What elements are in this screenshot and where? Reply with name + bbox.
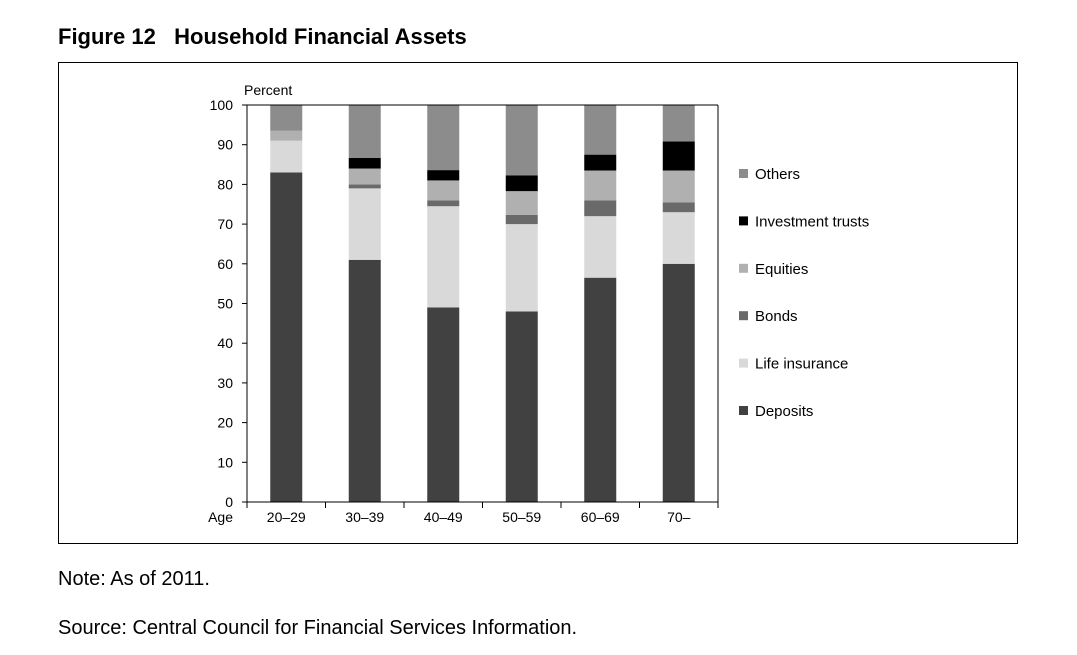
x-tick-label-2: 30–39 bbox=[345, 509, 384, 525]
bar-segment-equities-5 bbox=[584, 170, 617, 201]
bar-segment-life-insurance-3 bbox=[427, 206, 460, 308]
bar-segment-deposits-1 bbox=[270, 172, 303, 502]
bar-segment-investment-trusts-3 bbox=[427, 170, 460, 181]
chart-source: Source: Central Council for Financial Se… bbox=[58, 617, 578, 639]
x-tick-label-6: 70– bbox=[667, 509, 691, 525]
legend-swatch-deposits bbox=[739, 406, 748, 415]
bar-segment-bonds-4 bbox=[505, 214, 538, 225]
bar-segment-deposits-3 bbox=[427, 307, 460, 502]
bar-segment-equities-3 bbox=[427, 180, 460, 201]
chart-frame: 0 10 20 30 40 50 60 70 80 90 100 20–29 30–39 40–49 50–… bbox=[58, 62, 1018, 544]
bar-segment-life-insurance-6 bbox=[662, 212, 695, 264]
bar-segment-life-insurance-4 bbox=[505, 224, 538, 312]
bar-segment-bonds-3 bbox=[427, 200, 460, 207]
y-tick-label-20: 20 bbox=[217, 415, 233, 431]
x-tick-label-1: 20–29 bbox=[267, 509, 306, 525]
y-tick-label-100: 100 bbox=[210, 97, 234, 113]
bar-segment-deposits-2 bbox=[348, 259, 381, 502]
bar-segment-bonds-2 bbox=[348, 184, 381, 189]
bar-segment-investment-trusts-2 bbox=[348, 157, 381, 169]
y-tick-label-50: 50 bbox=[217, 296, 233, 312]
x-axis-label: Age bbox=[208, 509, 233, 525]
legend-swatch-investment-trusts bbox=[739, 216, 748, 226]
legend-swatch-bonds bbox=[739, 311, 748, 321]
bar-segment-investment-trusts-6 bbox=[662, 141, 695, 171]
chart-note: Note: As of 2011. bbox=[58, 568, 210, 590]
y-tick-label-90: 90 bbox=[217, 137, 233, 153]
y-tick-label-10: 10 bbox=[217, 454, 233, 470]
x-tick-label-3: 40–49 bbox=[424, 509, 463, 525]
bar-segment-equities-1 bbox=[270, 130, 303, 141]
bar-segment-others-2 bbox=[348, 105, 381, 158]
plot-area bbox=[270, 105, 695, 502]
bar-segment-others-3 bbox=[427, 105, 460, 171]
y-tick-label-0: 0 bbox=[225, 494, 233, 510]
bar-segment-life-insurance-1 bbox=[270, 140, 303, 173]
legend-label-others: Others bbox=[755, 166, 800, 183]
y-tick-label-70: 70 bbox=[217, 216, 233, 232]
bar-segment-others-6 bbox=[662, 105, 695, 142]
y-tick-label-60: 60 bbox=[217, 256, 233, 272]
axes: 0 10 20 30 40 50 60 70 80 90 100 20–29 30–39 40–49 50–… bbox=[208, 82, 719, 525]
bar-segment-equities-4 bbox=[505, 191, 538, 215]
y-tick-label-80: 80 bbox=[217, 176, 233, 192]
legend-label-deposits: Deposits bbox=[755, 403, 813, 420]
bar-segment-life-insurance-5 bbox=[584, 216, 617, 278]
bar-segment-investment-trusts-5 bbox=[584, 154, 617, 171]
legend-label-life-insurance: Life insurance bbox=[755, 356, 848, 373]
bar-segment-deposits-4 bbox=[505, 311, 538, 502]
bar-segment-life-insurance-2 bbox=[348, 188, 381, 260]
y-tick-label-30: 30 bbox=[217, 375, 233, 391]
bar-segment-investment-trusts-4 bbox=[505, 175, 538, 192]
bar-segment-bonds-5 bbox=[584, 200, 617, 217]
bar-segment-others-5 bbox=[584, 105, 617, 155]
legend-swatch-others bbox=[739, 169, 748, 178]
legend-swatch-equities bbox=[739, 263, 748, 273]
legend-swatch-life-insurance bbox=[739, 358, 748, 368]
y-tick-label-40: 40 bbox=[217, 335, 233, 351]
bar-segment-deposits-5 bbox=[584, 277, 617, 502]
figure-title: Figure 12 Household Financial Assets bbox=[58, 24, 467, 49]
legend-label-equities: Equities bbox=[755, 261, 808, 278]
x-tick-label-5: 60–69 bbox=[581, 509, 620, 525]
legend: Others Investment trusts Equities Bonds Life… bbox=[739, 166, 869, 420]
bar-segment-equities-2 bbox=[348, 168, 381, 185]
stacked-bar-chart: 0 10 20 30 40 50 60 70 80 90 100 20–29 30–39 40–49 50–… bbox=[208, 82, 869, 525]
x-tick-label-4: 50–59 bbox=[502, 509, 541, 525]
y-axis-label: Percent bbox=[244, 82, 292, 98]
bar-segment-deposits-6 bbox=[662, 263, 695, 502]
bar-segment-others-4 bbox=[505, 105, 538, 176]
bar-segment-equities-6 bbox=[662, 170, 695, 203]
bar-segment-others-1 bbox=[270, 105, 303, 131]
legend-label-bonds: Bonds bbox=[755, 308, 798, 325]
bar-segment-bonds-6 bbox=[662, 202, 695, 213]
legend-label-investment-trusts: Investment trusts bbox=[755, 213, 869, 230]
